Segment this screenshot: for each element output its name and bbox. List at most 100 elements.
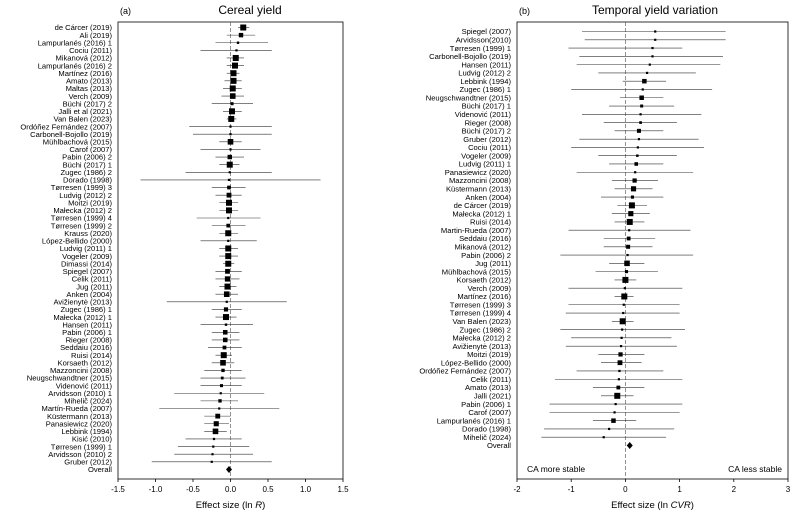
x-tick-label: 2	[732, 485, 737, 494]
annotation-more-stable: CA more stable	[527, 464, 585, 474]
study-label: Pabin (2006) 1	[62, 328, 112, 337]
x-tick-label: -0.5	[186, 485, 200, 494]
study-label: Arvidsson (2010) 1	[48, 389, 112, 398]
study-label: Jug (2011)	[475, 259, 511, 268]
study-label: Videnović (2011)	[56, 381, 113, 390]
point-estimate	[648, 63, 651, 66]
study-label: Carbonell-Bojollo (2019)	[30, 130, 112, 139]
study-label: Jalli (2021)	[474, 392, 512, 401]
study-label: Arvidsson (2010) 2	[48, 450, 112, 459]
point-estimate	[608, 427, 611, 431]
point-estimate	[227, 178, 231, 181]
x-tick-label: 0	[623, 485, 628, 494]
study-label: Zugec (1986) 1	[61, 305, 113, 314]
point-estimate	[227, 154, 232, 160]
study-label: Martínez (2016)	[58, 69, 112, 78]
study-label: Ruisi (2014)	[71, 351, 112, 360]
study-label: Neugschwandtner (2015)	[426, 93, 512, 102]
point-estimate	[630, 186, 637, 192]
point-estimate	[621, 328, 624, 331]
study-label: Verch (2009)	[69, 92, 113, 101]
point-estimate	[628, 211, 634, 217]
study-label: López-Bellido (2000)	[441, 358, 512, 367]
study-label: Małecka (2012) 2	[452, 334, 511, 343]
chart-title: Temporal yield variation	[592, 3, 718, 17]
panel-label: (b)	[519, 6, 530, 16]
point-estimate	[226, 199, 232, 206]
study-label: Hansen (2011)	[461, 60, 511, 69]
point-estimate	[628, 202, 635, 209]
point-estimate	[227, 139, 234, 145]
study-label: Dorado (1998)	[63, 176, 112, 185]
overall-label: Overall	[487, 441, 511, 450]
study-label: Tørresen (1999) 2	[51, 221, 112, 230]
point-estimate	[654, 38, 657, 41]
study-label: Ali (2019)	[80, 31, 113, 40]
study-label: Panasiewicz (2020)	[445, 168, 512, 177]
study-label: Mühlbachová (2015)	[43, 138, 113, 147]
point-estimate	[232, 62, 238, 69]
study-label: Zugec (1986) 2	[460, 325, 512, 334]
x-tick-label: 1	[677, 485, 682, 494]
x-tick-label: -1	[568, 485, 576, 494]
x-tick-label: -2	[513, 485, 521, 494]
study-label: Tørresen (1999) 4	[450, 309, 511, 318]
point-estimate	[645, 71, 649, 74]
study-label: Zugec (1986) 1	[460, 85, 512, 94]
study-label: Ludvig (2011) 1	[60, 244, 112, 253]
study-label: Avižienytė (2013)	[452, 342, 511, 351]
point-estimate	[229, 93, 236, 99]
study-label: Küstermann (2013)	[47, 412, 112, 421]
point-estimate	[218, 407, 221, 410]
study-label: Seddaiu (2016)	[459, 234, 511, 243]
study-label: Jalli et al (2021)	[58, 107, 112, 116]
point-estimate	[222, 345, 227, 350]
point-estimate	[636, 154, 639, 157]
point-estimate	[227, 216, 230, 220]
point-estimate	[614, 403, 617, 406]
point-estimate	[230, 102, 234, 106]
study-label: López-Bellido (2000)	[42, 237, 113, 246]
study-label: Van Balen (2023)	[53, 115, 112, 124]
study-label: Celik (2011)	[72, 275, 113, 284]
study-label: Tørresen (1999) 3	[51, 183, 112, 192]
x-tick-label: 0.5	[262, 485, 274, 494]
point-estimate	[229, 85, 236, 92]
point-estimate	[617, 360, 623, 366]
point-estimate	[235, 49, 238, 52]
study-label: Lampurlanés (2016) 1	[437, 416, 511, 425]
point-estimate	[225, 230, 232, 237]
study-label: Avižienytė (2013)	[53, 298, 112, 307]
study-label: Büchi (2017) 1	[63, 160, 112, 169]
study-label: de Cárcer (2019)	[55, 23, 113, 32]
x-tick-label: 0.0	[225, 485, 237, 494]
x-tick-label: -1.5	[111, 485, 125, 494]
study-label: Carbonell-Bojollo (2019)	[429, 52, 511, 61]
study-label: Ordóñez Fernández (2007)	[419, 367, 511, 376]
point-estimate	[626, 244, 631, 249]
study-label: Małecka (2012) 2	[53, 206, 112, 215]
point-estimate	[226, 192, 232, 198]
panel-b-temporal-yield-variation: -2 -1 0 1 2 3 (b) Temporal yield variation Effec…	[419, 3, 790, 511]
point-estimate	[618, 369, 621, 373]
point-estimate	[619, 318, 626, 325]
overall-label: Overall	[88, 465, 112, 474]
x-tick-label: 1.5	[337, 485, 349, 494]
point-estimate	[211, 453, 214, 456]
point-estimate	[228, 171, 231, 174]
study-label: Mihelič (2024)	[463, 433, 511, 442]
study-label: Moitzi (2019)	[68, 198, 112, 207]
point-estimate	[227, 239, 230, 242]
point-estimate	[619, 345, 623, 348]
point-estimate	[210, 460, 213, 463]
x-tick-label: -1.0	[149, 485, 163, 494]
point-estimate	[230, 77, 237, 84]
point-estimate	[617, 378, 620, 381]
study-label: Gruber (2012)	[64, 458, 112, 467]
chart-title: Cereal yield	[218, 3, 281, 17]
study-label: Büchi (2017) 1	[462, 102, 511, 111]
study-label: Van Balen (2023)	[452, 317, 511, 326]
study-label: Tørresen (1999) 3	[450, 300, 511, 309]
study-label: Rieger (2008)	[66, 336, 113, 345]
